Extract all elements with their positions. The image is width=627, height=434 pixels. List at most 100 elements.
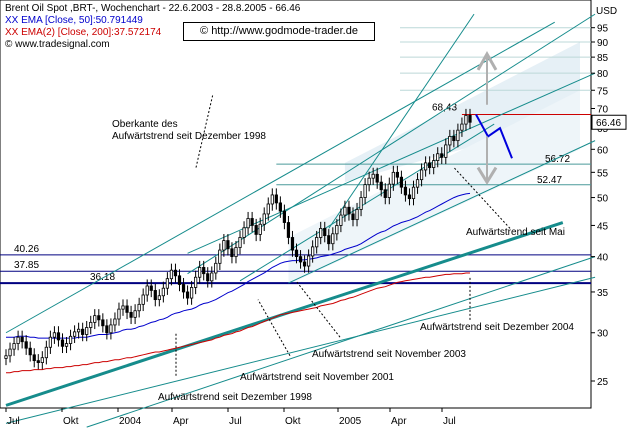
candle-body xyxy=(68,335,73,344)
ema200-swatch-icon: XX xyxy=(5,27,22,38)
level-label: 37.85 xyxy=(14,260,39,271)
candle-body xyxy=(157,295,161,301)
y-unit-label: USD xyxy=(596,6,617,17)
annotation-label: Aufwärtstrend seit Mai xyxy=(466,227,565,238)
candle-body xyxy=(452,135,456,142)
ema200-legend: XX EMA(2) [Close, 200]:37.572174 xyxy=(5,27,161,38)
candle-body xyxy=(133,310,137,318)
x-tick-label: 2005 xyxy=(339,416,362,427)
candle-body xyxy=(12,343,16,350)
annotation-label: Oberkante des xyxy=(112,119,178,130)
y-tick-label: 80 xyxy=(597,69,609,80)
y-axis: 253035404550556065707580859095USD66.46 xyxy=(591,6,627,388)
candle-body xyxy=(347,206,351,215)
candle-body xyxy=(97,315,101,321)
annotation-label: Aufwärtstrend seit November 2003 xyxy=(312,349,466,360)
x-tick-label: Apr xyxy=(173,416,189,427)
y-tick-label: 40 xyxy=(597,253,609,264)
candle-body xyxy=(270,194,274,205)
candle-body xyxy=(444,144,448,158)
candle-body xyxy=(343,206,347,216)
annotation-leader xyxy=(257,299,291,357)
x-tick-label: Okt xyxy=(285,416,301,427)
candle-body xyxy=(206,273,210,282)
trend-line xyxy=(328,13,475,229)
candle-body xyxy=(129,311,133,318)
candle-body xyxy=(278,202,282,212)
y-tick-label: 90 xyxy=(597,38,609,49)
candle-body xyxy=(24,341,28,349)
annotation-leader xyxy=(453,167,511,229)
candle-body xyxy=(125,305,129,313)
y-tick-label: 35 xyxy=(597,288,609,299)
candle-body xyxy=(16,336,20,344)
candle-body xyxy=(383,189,387,198)
candle-body xyxy=(28,347,32,356)
candle-body xyxy=(468,115,472,123)
candle-body xyxy=(36,360,40,363)
upper-channel-shade xyxy=(344,42,580,183)
candle-body xyxy=(432,160,436,168)
candle-body xyxy=(246,218,250,229)
candle-body xyxy=(48,336,52,348)
candle-body xyxy=(40,357,44,363)
candle-body xyxy=(387,183,391,198)
x-axis: Jul Okt 2004 Apr Jul Okt 2005 Apr Jul xyxy=(5,408,456,427)
candle-body xyxy=(137,303,141,312)
candle-body xyxy=(411,186,416,200)
candle-body xyxy=(222,240,226,251)
source-credit: © www.tradesignal.com xyxy=(5,39,110,50)
candle-body xyxy=(302,261,307,267)
projection-path xyxy=(475,114,513,159)
candle-body xyxy=(89,321,93,328)
level-label: 52.47 xyxy=(537,175,562,186)
ema-layer xyxy=(6,192,471,374)
projection-layer xyxy=(475,50,513,185)
candle-body xyxy=(448,135,452,146)
annotation-label: Aufwärtstrend seit Dezember 1998 xyxy=(158,392,312,403)
trend-line xyxy=(288,140,596,284)
y-tick-label: 50 xyxy=(597,194,609,205)
candle-body xyxy=(52,332,57,338)
candle-body xyxy=(210,272,214,282)
candles-layer xyxy=(4,108,472,370)
candle-body xyxy=(250,218,254,226)
candle-body xyxy=(64,343,69,347)
candle-body xyxy=(230,248,234,258)
candle-body xyxy=(359,197,363,210)
candle-body xyxy=(77,328,81,333)
candle-body xyxy=(399,176,404,188)
candle-body xyxy=(4,355,8,359)
candle-body xyxy=(464,115,468,125)
last-price-badge xyxy=(591,114,627,130)
candle-body xyxy=(286,222,291,238)
trend-line xyxy=(5,276,596,424)
candle-body xyxy=(266,203,270,215)
annotation-label: Aufwärtstrend seit Dezember 1998 xyxy=(112,131,266,142)
x-tick-label: 2004 xyxy=(119,416,142,427)
candle-body xyxy=(214,262,218,274)
candle-body xyxy=(371,173,375,179)
chart-title: Brent Oil Spot ,BRT-, Wochenchart - 22.6… xyxy=(5,3,301,14)
candle-body xyxy=(395,171,399,178)
url-box: © http://www.godmode-trader.de xyxy=(183,22,375,41)
ema50-swatch-icon: XX xyxy=(5,15,22,26)
candle-body xyxy=(169,269,174,280)
level-label: 56.72 xyxy=(545,154,570,165)
candle-body xyxy=(391,171,395,185)
candle-body xyxy=(375,173,379,183)
candle-body xyxy=(379,181,383,191)
candle-body xyxy=(101,319,105,327)
candle-body xyxy=(105,325,109,334)
candle-body xyxy=(456,129,460,142)
candle-body xyxy=(311,246,315,257)
candle-body xyxy=(258,223,262,235)
y-tick-label: 95 xyxy=(597,24,609,35)
candle-body xyxy=(32,354,36,362)
candle-body xyxy=(113,318,117,326)
candle-body xyxy=(93,315,97,323)
candle-body xyxy=(294,249,299,258)
candle-body xyxy=(181,284,186,293)
candle-body xyxy=(198,267,202,278)
